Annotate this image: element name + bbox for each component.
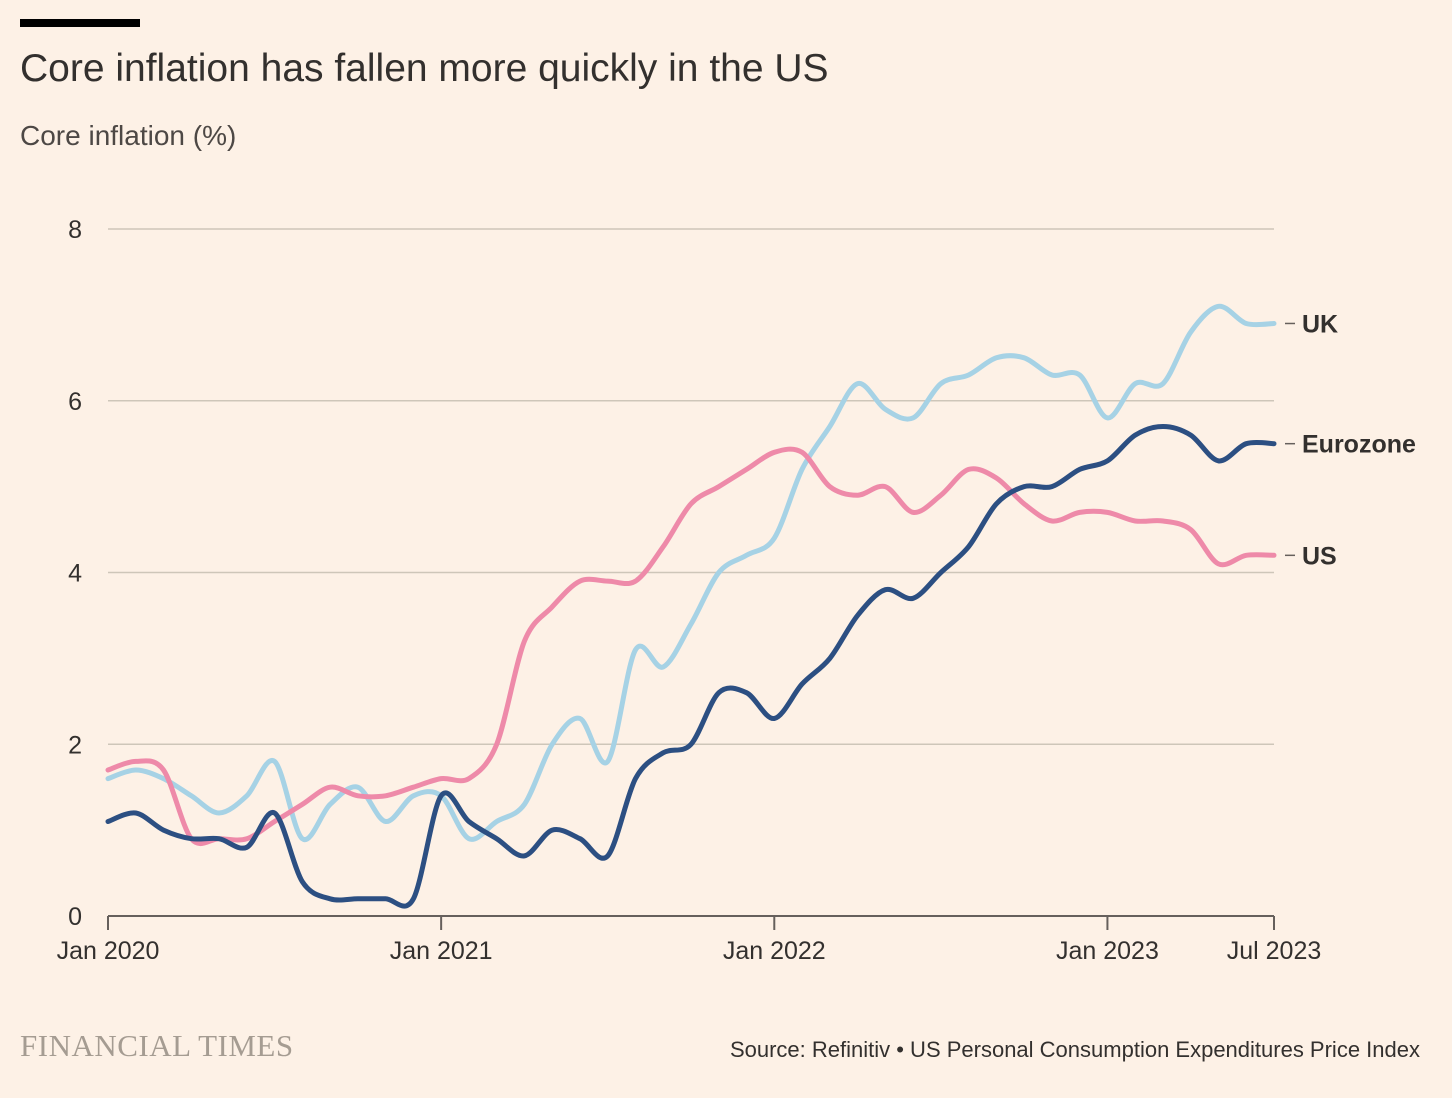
y-tick-label: 2 [68,731,82,759]
title-accent-bar [20,19,140,27]
series-label-uk: UK [1302,310,1338,338]
x-tick-label: Jan 2022 [723,937,826,965]
y-tick-label: 0 [68,903,82,931]
series-lines [105,303,1277,909]
grid-lines [108,228,1274,745]
x-tick-label: Jul 2023 [1227,937,1322,965]
y-tick-label: 8 [68,216,82,244]
y-tick-label: 6 [68,388,82,416]
series-line-uk [105,303,1277,843]
chart-title: Core inflation has fallen more quickly i… [20,47,829,90]
source-note: Source: Refinitiv • US Personal Consumpt… [729,1037,1420,1062]
x-tick-label: Jan 2023 [1056,937,1159,965]
x-tick-label: Jan 2020 [57,937,160,965]
y-axis-ticks: 0 2 4 6 8 [68,216,82,931]
series-label-eurozone: Eurozone [1302,431,1416,459]
series-line-eurozone [105,424,1277,909]
brand-logo: FINANCIAL TIMES [20,1028,294,1063]
series-label-us: US [1302,542,1337,570]
x-axis: Jan 2020 Jan 2021 Jan 2022 Jan 2023 Jul 2023 [57,915,1322,965]
series-labels: UK Eurozone US [1285,310,1416,570]
y-tick-label: 4 [68,560,82,588]
x-tick-label: Jan 2021 [390,937,493,965]
series-line-us [105,446,1277,847]
chart-subtitle: Core inflation (%) [20,120,237,151]
